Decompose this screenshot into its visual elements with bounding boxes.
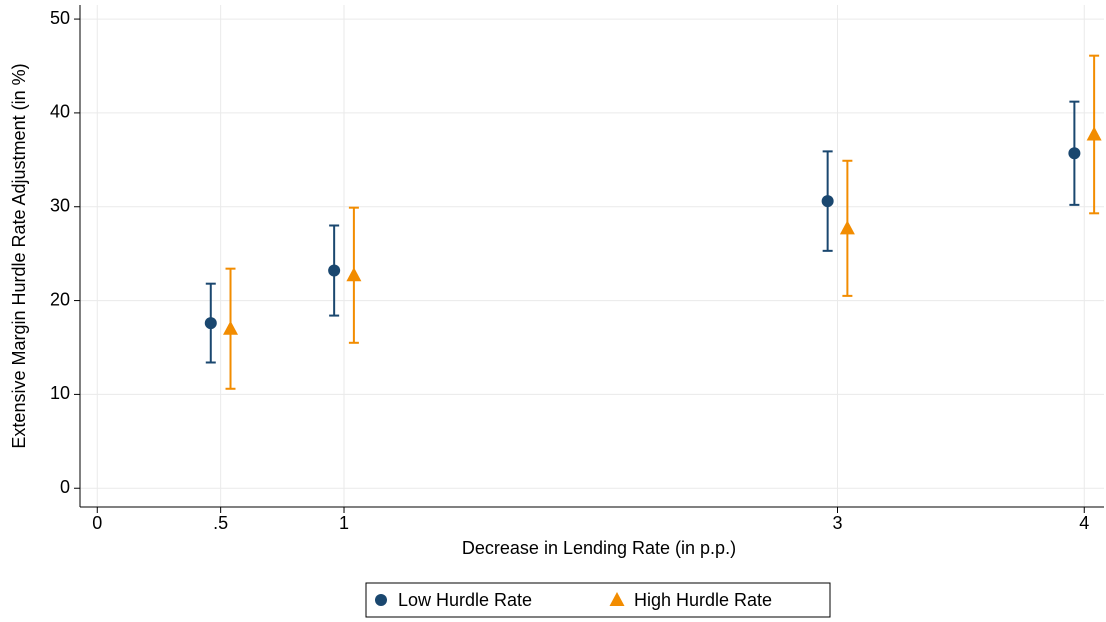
x-tick-label: .5 — [213, 513, 228, 533]
y-tick-label: 0 — [60, 477, 70, 497]
point — [346, 267, 362, 282]
point — [839, 220, 855, 235]
point — [204, 317, 217, 330]
legend-box — [365, 582, 831, 618]
legend-label: Low Hurdle Rate — [398, 590, 532, 610]
point — [328, 264, 341, 277]
x-axis-title: Decrease in Lending Rate (in p.p.) — [462, 538, 736, 558]
y-tick-label: 40 — [50, 102, 70, 122]
y-tick-label: 50 — [50, 8, 70, 28]
x-tick-label: 0 — [92, 513, 102, 533]
point — [1086, 126, 1102, 141]
point — [1068, 147, 1081, 160]
y-axis-title: Extensive Margin Hurdle Rate Adjustment … — [9, 63, 29, 448]
point — [223, 320, 239, 335]
legend-symbol — [609, 592, 625, 606]
y-tick-label: 10 — [50, 383, 70, 403]
x-tick-label: 3 — [833, 513, 843, 533]
point — [821, 195, 834, 208]
y-tick-label: 30 — [50, 195, 70, 215]
y-tick-label: 20 — [50, 289, 70, 309]
legend-label: High Hurdle Rate — [634, 590, 772, 610]
x-tick-label: 4 — [1079, 513, 1089, 533]
legend-symbol — [375, 594, 387, 606]
x-tick-label: 1 — [339, 513, 349, 533]
